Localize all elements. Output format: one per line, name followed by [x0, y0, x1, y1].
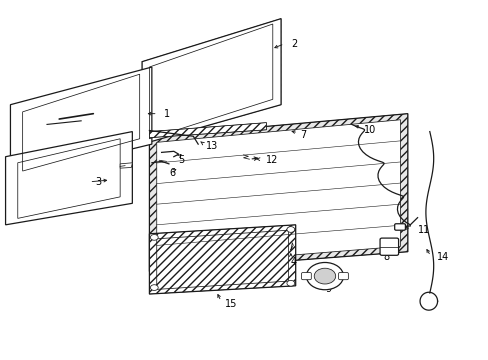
Text: 4: 4 — [290, 257, 296, 267]
Text: 6: 6 — [168, 168, 175, 178]
Text: 5: 5 — [178, 155, 184, 165]
Polygon shape — [149, 114, 407, 271]
FancyBboxPatch shape — [394, 224, 405, 230]
Text: 9: 9 — [325, 284, 330, 294]
Text: 7: 7 — [300, 130, 306, 140]
Polygon shape — [142, 19, 281, 144]
Circle shape — [314, 268, 335, 284]
Text: 11: 11 — [417, 225, 429, 235]
Polygon shape — [157, 120, 400, 266]
FancyBboxPatch shape — [379, 238, 398, 255]
Text: 10: 10 — [363, 125, 375, 135]
Text: 12: 12 — [266, 155, 278, 165]
Text: 1: 1 — [163, 109, 170, 119]
Polygon shape — [149, 225, 295, 294]
Text: 14: 14 — [436, 252, 448, 262]
Text: 8: 8 — [383, 252, 389, 262]
FancyBboxPatch shape — [301, 273, 311, 280]
Circle shape — [150, 234, 158, 240]
Circle shape — [306, 262, 343, 290]
Text: 3: 3 — [96, 177, 102, 187]
Polygon shape — [149, 123, 266, 138]
Circle shape — [150, 285, 158, 291]
Polygon shape — [120, 163, 132, 168]
Circle shape — [286, 280, 294, 286]
Text: 2: 2 — [290, 39, 297, 49]
Text: 15: 15 — [224, 299, 237, 309]
Text: 13: 13 — [205, 141, 217, 151]
Polygon shape — [5, 132, 132, 225]
Circle shape — [286, 226, 294, 232]
FancyBboxPatch shape — [338, 273, 347, 280]
Polygon shape — [10, 67, 152, 178]
